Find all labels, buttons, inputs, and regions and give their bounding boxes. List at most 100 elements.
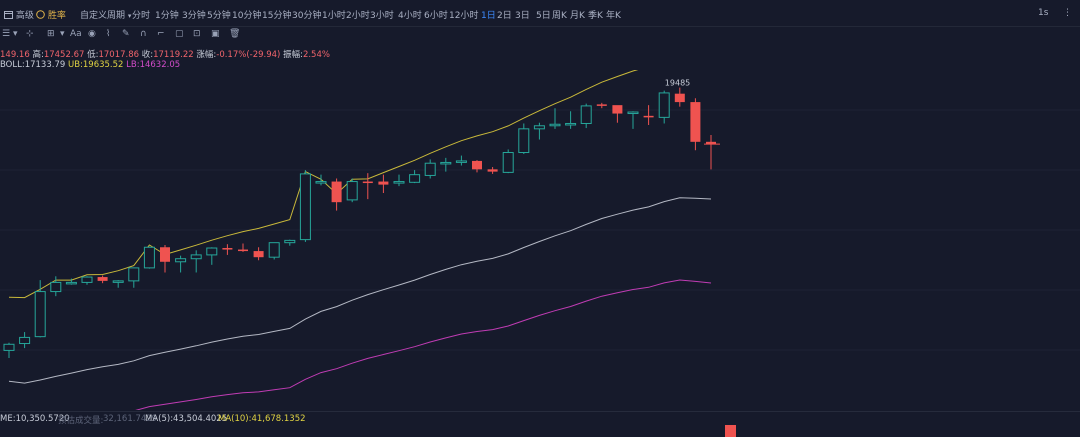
candle-37[interactable] — [580, 103, 592, 129]
candle-26[interactable] — [409, 170, 421, 184]
candle-9[interactable] — [143, 246, 155, 269]
interval-5[interactable]: 15分钟 — [262, 11, 292, 21]
candle-16[interactable] — [253, 247, 264, 261]
candle-7[interactable] — [112, 280, 124, 288]
candle-25[interactable] — [393, 174, 405, 187]
trash-icon[interactable]: 🗑 — [229, 29, 241, 39]
candle-2[interactable] — [34, 280, 46, 338]
interval-15[interactable]: 3日 — [515, 11, 530, 21]
interval-16[interactable]: 5日 — [536, 11, 551, 21]
interval-8[interactable]: 2小时 — [346, 11, 370, 21]
candle-31[interactable] — [487, 167, 498, 174]
interval-18[interactable]: 月K — [570, 11, 585, 21]
candle-1[interactable] — [19, 332, 31, 349]
chevron-icon[interactable]: ▾ — [13, 29, 18, 39]
interval-13[interactable]: 1日 — [481, 11, 496, 21]
candle-12[interactable] — [190, 250, 202, 273]
target-icon — [36, 9, 45, 22]
interval-20[interactable]: 年K — [606, 11, 621, 21]
interval-4[interactable]: 10分钟 — [232, 11, 262, 21]
interval-17[interactable]: 周K — [552, 11, 567, 21]
candle-44[interactable] — [690, 98, 701, 151]
volume-info: ME:10,350.5720 预估成交量: 32,161.7429 MA(5):… — [0, 411, 1080, 437]
lock-icon[interactable]: ▢ — [175, 29, 184, 39]
screenshot-icon[interactable]: ⊡ — [193, 29, 201, 39]
est-volume-label: 预估成交量: — [58, 416, 104, 426]
candle-18[interactable] — [284, 239, 296, 246]
candle-29[interactable] — [455, 155, 467, 166]
candle-8[interactable] — [128, 267, 140, 288]
more-icon[interactable]: ⋮ — [1063, 8, 1072, 18]
function-icon[interactable]: ▾ — [60, 29, 65, 39]
pen-icon[interactable]: ✎ — [122, 29, 130, 39]
lines-icon[interactable]: ☰ — [2, 29, 11, 39]
candle-34[interactable] — [533, 122, 545, 140]
candle-45[interactable] — [706, 134, 716, 170]
candle-14[interactable] — [222, 244, 233, 255]
interval-9[interactable]: 3小时 — [370, 11, 394, 21]
candle-32[interactable] — [502, 149, 514, 174]
volume-value: ME:10,350.5720 — [0, 414, 70, 424]
candle-17[interactable] — [268, 242, 280, 260]
candle-43[interactable] — [674, 87, 685, 107]
amp-value: 2.54% — [302, 50, 330, 60]
interval-14[interactable]: 2日 — [497, 11, 512, 21]
interval-0[interactable]: 分时 — [132, 11, 151, 21]
change-value: -0.17%(-29.94) — [216, 50, 281, 60]
candle-24[interactable] — [378, 174, 389, 194]
candle-40[interactable] — [627, 111, 639, 129]
text-icon[interactable]: Aa — [70, 29, 82, 39]
image-icon[interactable]: ▣ — [211, 29, 220, 39]
boll-info: BOLL:17133.79 UB:19635.52 LB:14632.05 — [0, 60, 180, 70]
indicator-icon[interactable]: ⊞ — [47, 29, 55, 39]
tab-winrate[interactable]: 胜率 — [36, 8, 66, 22]
interval-12[interactable]: 12小时 — [449, 11, 479, 21]
candle-13[interactable] — [206, 247, 218, 265]
candle-35[interactable] — [549, 108, 561, 129]
candle-11[interactable] — [175, 255, 187, 273]
interval-6[interactable]: 30分钟 — [292, 11, 322, 21]
magnet-icon[interactable]: ∩ — [140, 29, 147, 39]
candle-3[interactable] — [50, 276, 62, 297]
chevron-down-icon: ▾ — [127, 12, 132, 20]
ma5-value: MA(5):43,504.4025 — [145, 414, 228, 424]
candle-19[interactable] — [299, 170, 311, 242]
custom-period-dropdown[interactable]: 自定义周期 ▾ — [80, 11, 132, 21]
brush-icon[interactable]: ⌇ — [106, 29, 111, 39]
interval-10[interactable]: 4小时 — [398, 11, 422, 21]
candle-27[interactable] — [424, 159, 436, 179]
candle-39[interactable] — [612, 105, 623, 123]
boll-lower-line — [135, 279, 712, 410]
candle-0[interactable] — [3, 342, 15, 359]
eye-icon[interactable]: ◉ — [88, 29, 96, 39]
candle-36[interactable] — [565, 111, 577, 129]
interval-3[interactable]: 5分钟 — [207, 11, 231, 21]
candle-38[interactable] — [596, 102, 607, 109]
interval-1[interactable]: 1分钟 — [155, 11, 179, 21]
candle-10[interactable] — [160, 244, 170, 273]
candle-33[interactable] — [518, 123, 530, 155]
candle-15[interactable] — [238, 243, 248, 252]
candlestick-chart[interactable]: 19485 — [0, 70, 1080, 410]
candle-28[interactable] — [440, 157, 452, 172]
candle-30[interactable] — [472, 160, 482, 173]
drawing-toolbar: ☰ ▾ ⊹ ⊞ ▾ Aa ◉ ⌇ ✎ ∩ ⌐ ▢ ⊡ ▣ 🗑 — [0, 27, 260, 43]
interval-11[interactable]: 6小时 — [424, 11, 448, 21]
candle-20[interactable] — [315, 174, 327, 186]
tab-advanced[interactable]: 高级 — [4, 8, 34, 22]
candle-23[interactable] — [362, 173, 373, 200]
candle-42[interactable] — [658, 90, 670, 124]
candle-41[interactable] — [643, 105, 654, 126]
candle-5[interactable] — [81, 276, 93, 285]
interval-7[interactable]: 1小时 — [322, 11, 346, 21]
interval-2[interactable]: 3分钟 — [182, 11, 206, 21]
low-value: 17017.86 — [98, 50, 140, 60]
interval-19[interactable]: 季K — [588, 11, 603, 21]
candle-21[interactable] — [331, 178, 342, 211]
ruler-icon[interactable]: ⌐ — [157, 29, 165, 39]
candle-22[interactable] — [346, 178, 358, 203]
cursor-icon[interactable]: ⊹ — [26, 29, 34, 39]
candle-4[interactable] — [65, 278, 77, 285]
candle-6[interactable] — [97, 275, 108, 284]
refresh-rate[interactable]: 1s — [1038, 8, 1049, 18]
